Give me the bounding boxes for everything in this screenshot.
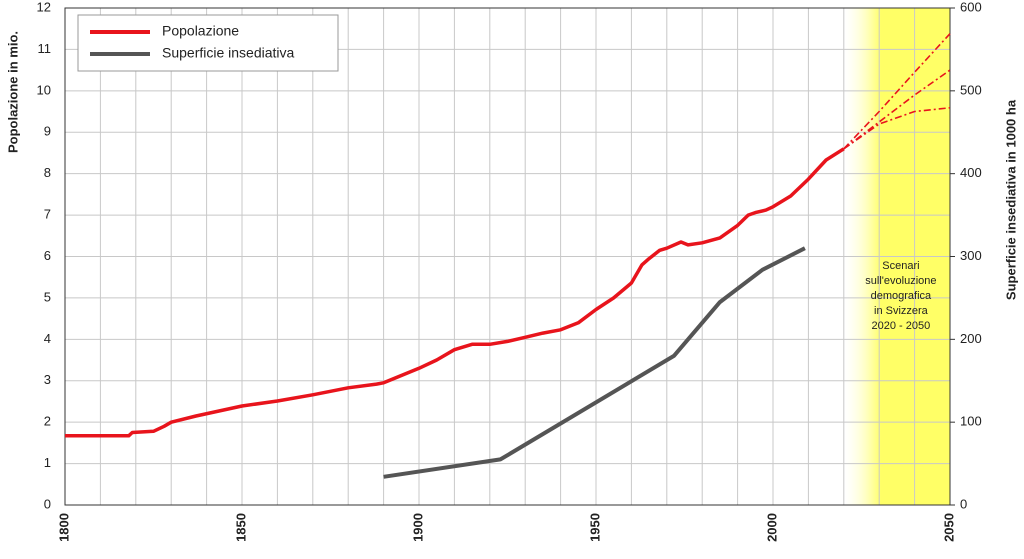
y-tick-label: 1 — [44, 455, 51, 470]
background-layer — [64, 7, 951, 506]
legend-box — [77, 14, 339, 72]
y-tick-label: 11 — [38, 41, 52, 56]
scenario-label: Scenari — [882, 260, 919, 272]
y-tick-label: 9 — [44, 124, 51, 139]
legend-label: Superficie insediativa — [162, 45, 295, 61]
y2-axis-label: Superficie insediativa in 1000 ha — [1003, 99, 1018, 300]
y-axis-label: Popolazione in mio. — [5, 31, 20, 153]
x-tick-label: 2050 — [941, 513, 956, 542]
x-tick-label: 1850 — [233, 513, 248, 542]
scenario-label: demografica — [871, 290, 932, 302]
data-line — [383, 246, 806, 479]
x-tick-label: 2000 — [764, 513, 779, 542]
y-tick-label: 7 — [44, 207, 51, 222]
y-tick-label: 6 — [44, 248, 51, 263]
scenario-line — [843, 69, 951, 150]
x-tick-label: 1900 — [410, 513, 425, 542]
y-tick-label: 5 — [44, 289, 51, 304]
x-tick-label: 1800 — [56, 513, 71, 542]
y2-tick-label: 300 — [960, 248, 982, 263]
scenario-label: sull'evoluzione — [865, 275, 936, 287]
y2-tick-label: 400 — [960, 165, 982, 180]
data-line — [65, 147, 845, 438]
y-tick-label: 3 — [44, 372, 51, 387]
scenario-label: 2020 - 2050 — [872, 320, 931, 332]
scenario-label: in Svizzera — [874, 305, 929, 317]
scenario-line — [843, 33, 951, 150]
y-tick-label: 8 — [44, 165, 51, 180]
y2-tick-label: 100 — [960, 414, 982, 429]
y2-tick-label: 200 — [960, 331, 982, 346]
y2-tick-label: 600 — [960, 0, 982, 14]
y-tick-label: 10 — [37, 82, 51, 97]
legend-label: Popolazione — [162, 23, 239, 39]
y-tick-label: 2 — [44, 414, 51, 429]
x-tick-label: 1950 — [587, 513, 602, 542]
y-tick-label: 12 — [37, 0, 51, 14]
scenario-line — [843, 107, 951, 150]
y-tick-label: 0 — [44, 496, 51, 511]
y2-tick-label: 0 — [960, 496, 967, 511]
y2-tick-label: 500 — [960, 82, 982, 97]
y-tick-label: 4 — [44, 331, 51, 346]
